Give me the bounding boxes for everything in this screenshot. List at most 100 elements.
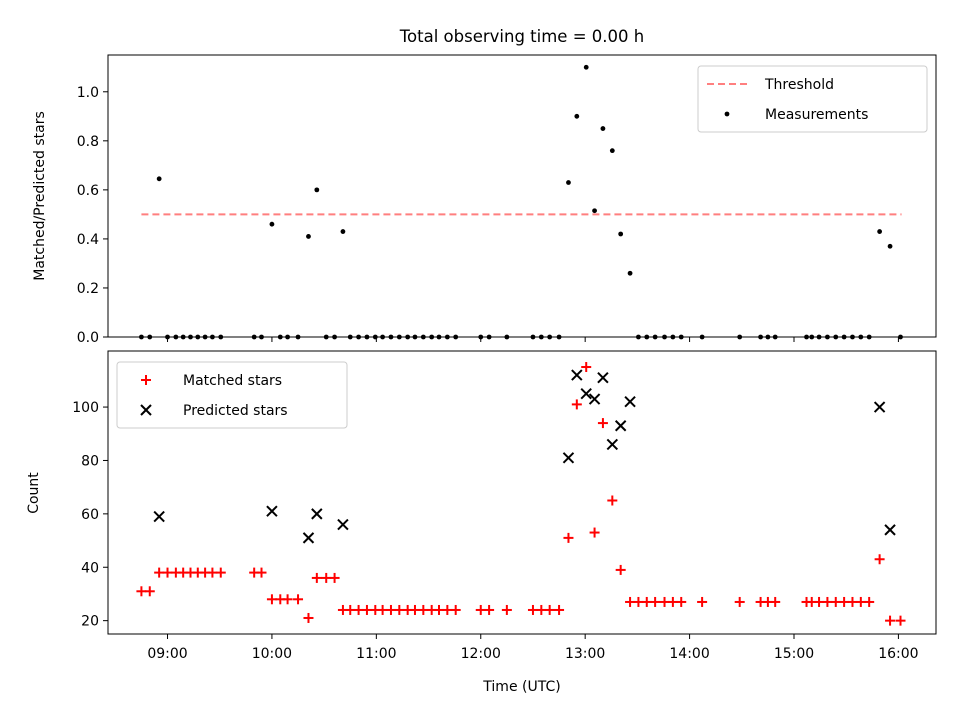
matched-star-point [697,596,708,607]
bottom-x-axis-label: Time (UTC) [482,679,560,695]
matched-star-point [484,604,495,615]
top-y-tick-label: 0.4 [77,232,99,248]
matched-star-point [215,567,226,578]
matched-star-point [625,596,636,607]
matched-star-point [144,586,155,597]
matched-star-point [895,615,906,626]
bottom-y-tick-label: 40 [81,560,99,576]
matched-star-point [321,572,332,583]
matched-star-point [385,604,396,615]
measurement-point [574,113,580,119]
matched-star-point [571,399,582,410]
measurement-point [887,243,893,249]
matched-star-point [770,596,781,607]
bottom-legend-box [116,361,348,429]
measurement-point [583,64,589,70]
measurement-point [269,221,275,227]
matched-star-point [855,596,866,607]
matched-star-point [361,604,372,615]
matched-star-point [814,596,825,607]
matched-star-point [830,596,841,607]
matched-star-point [136,586,147,597]
matched-star-point [162,567,173,578]
measurement-point [618,231,624,237]
top-plot-frame [107,54,937,338]
legend-predicted-marker [140,404,152,416]
matched-star-point [885,615,896,626]
bottom-panel: 20 40 60 80 100 09:00 10:00 11:00 12:00 13:00 14:0… [26,350,937,695]
matched-star-point [536,604,547,615]
bottom-y-tick-label: 60 [81,507,99,523]
matched-star-point [450,604,461,615]
measurement-point [600,126,606,131]
matched-star-point [154,567,165,578]
matched-star-point [442,604,453,615]
bottom-y-tick-label: 80 [81,453,99,469]
predicted-star-point [614,420,627,432]
matched-star-point [864,596,875,607]
measurement-point [592,208,597,214]
matched-star-point [633,596,644,607]
bottom-plot-frame [107,350,937,635]
measurement-point [566,180,571,185]
predicted-star-point [588,393,601,405]
measurement-point [306,234,311,239]
measurement-point [609,148,615,154]
matched-star-point [615,564,626,575]
matched-star-point [554,604,565,615]
predicted-star-point [597,371,609,384]
matched-star-point [563,532,574,543]
matched-star-point [433,604,444,615]
top-legend: Threshold Measurements [697,65,928,133]
matched-star-point [581,362,592,373]
legend-matched-swatch [141,375,151,385]
measurement-point [156,176,162,182]
top-y-axis-label: Matched/Predicted stars [32,111,48,281]
matched-star-point [282,594,293,605]
matched-star-point [329,572,340,583]
matched-star-point [409,604,420,615]
matched-star-point [353,604,364,615]
measurement-point [314,187,320,193]
matched-star-point [641,596,652,607]
predicted-star-point [311,508,323,520]
bottom-x-tick-label: 09:00 [147,646,187,662]
matched-star-point [311,572,322,583]
matched-star-point [589,527,600,538]
measurement-point [627,270,633,276]
top-chart-title: Total observing time = 0.00 h [399,27,644,46]
bottom-x-tick-label: 14:00 [669,646,709,662]
top-y-tick-label: 0.8 [77,134,99,150]
legend-measurements-swatch [724,111,730,117]
matched-star-point [207,567,218,578]
matched-star-point [418,604,429,615]
legend-matched-marker [141,375,151,385]
matched-star-point [256,567,267,578]
matched-star-point [822,596,833,607]
top-legend-box [697,65,928,133]
predicted-star-point [562,452,575,464]
predicted-star-point [153,510,165,523]
top-y-tick-label: 1.0 [77,85,99,101]
matched-star-point [501,604,512,615]
measurement-point [340,229,346,234]
top-y-tick-label: 0.6 [77,183,99,199]
legend-predicted-swatch [140,404,152,416]
matched-star-point [475,604,486,615]
top-y-tick-label: 0.0 [77,330,99,346]
predicted-star-point [873,401,886,413]
bottom-y-axis-label: Count [26,472,42,514]
matched-star-point [734,596,745,607]
predicted-star-point [884,524,896,536]
matched-star-point [874,554,885,565]
predicted-star-point [580,388,592,400]
legend-measurements-label: Measurements [765,107,868,123]
bottom-y-tick-label: 100 [72,400,99,416]
predicted-star-point [337,518,349,531]
matched-star-point [303,612,314,623]
predicted-star-point [302,532,315,544]
matched-star-point [597,418,608,429]
matched-star-point [650,596,661,607]
matched-star-point [847,596,858,607]
